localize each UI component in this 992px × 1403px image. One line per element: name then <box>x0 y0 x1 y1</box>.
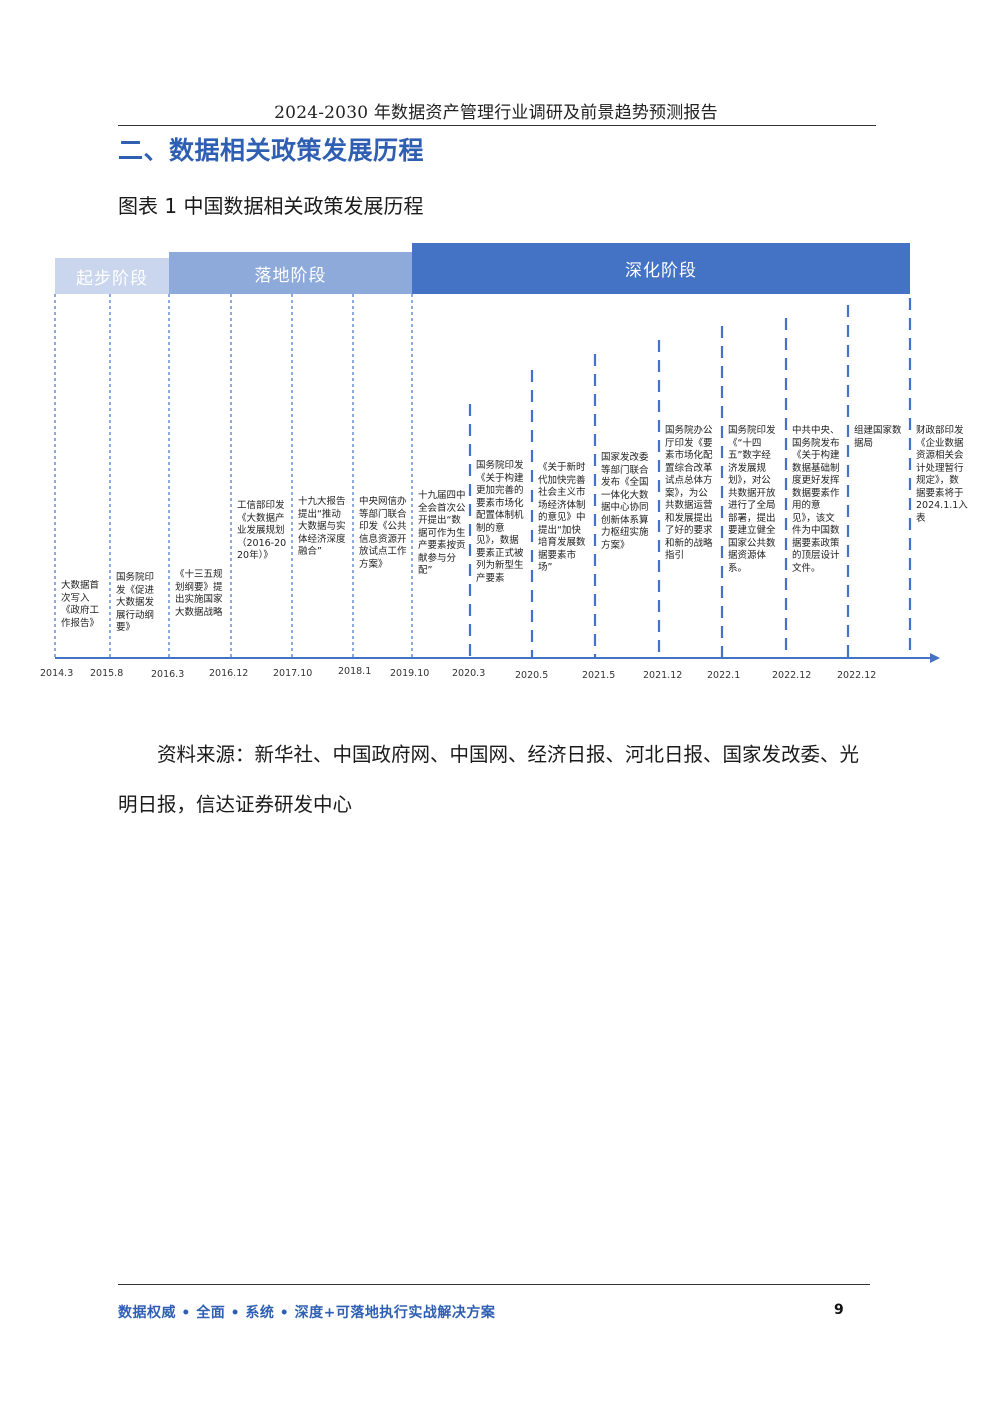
section-title: 二、数据相关政策发展历程 <box>118 136 425 165</box>
timeline-date-label: 2021.12 <box>643 670 683 681</box>
timeline-event-text: 中央网信办等部门联合印发《公共信息资源开放试点工作方案》 <box>359 496 407 570</box>
timeline-event-text: 国家发改委等部门联合发布《全国一体化大数据中心协同创新体系算力枢纽实施方案》 <box>601 452 649 551</box>
timeline-event-text: 财政部印发《企业数据资源相关会计处理暂行规定》，数据要素将于2024.1.1入表 <box>916 425 968 524</box>
phase-label: 起步阶段 <box>76 268 148 289</box>
footer-slogan: 数据权威 • 全面 • 系统 • 深度+可落地执行实战解决方案 <box>118 1305 496 1321</box>
timeline-date-label: 2018.1 <box>338 666 372 677</box>
timeline-event-text: 国务院印发《“十四五”数字经济发展规划》，对公共数据开放进行了全局部署，提出要建… <box>728 425 776 574</box>
header-divider <box>118 125 876 126</box>
timeline-event-text: 《关于新时代加快完善社会主义市场经济体制的意见》中提出“加快培育发展数据要素市场… <box>538 462 586 573</box>
timeline-date-label: 2022.1 <box>707 670 741 681</box>
timeline-event-text: 组建国家数据局 <box>854 425 902 449</box>
timeline-date-label: 2016.12 <box>209 668 249 679</box>
timeline-axis-graphic <box>54 294 940 663</box>
timeline-date-label: 2017.10 <box>273 668 313 679</box>
footer-divider <box>118 1284 870 1285</box>
timeline-event-text: 大数据首次写入《政府工作报告》 <box>61 580 100 629</box>
timeline-event-text: 《十三五规划纲要》提出实施国家大数据战略 <box>175 569 223 618</box>
phase-label: 深化阶段 <box>625 261 697 281</box>
phase-banner-startup: 起步阶段 <box>55 258 169 294</box>
timeline-event-text: 中共中央、国务院发布《关于构建数据基础制度更好发挥数据要素作用的意见》，该文件为… <box>792 425 840 574</box>
timeline-date-label: 2016.3 <box>151 669 185 680</box>
timeline-date-label: 2022.12 <box>772 670 812 681</box>
timeline-arrow-icon <box>930 653 940 663</box>
timeline-event-text: 国务院印发《关于构建更加完善的要素市场化配置体制机制的意见》，数据要素正式被列为… <box>476 460 524 584</box>
figure-caption: 图表 1 中国数据相关政策发展历程 <box>118 194 424 218</box>
timeline-date-label: 2014.3 <box>40 668 74 679</box>
timeline-event-text: 工信部印发《大数据产业发展规划（2016-2020年）》 <box>237 500 287 561</box>
phase-label: 落地阶段 <box>254 265 327 286</box>
document-header-title: 2024-2030 年数据资产管理行业调研及前景趋势预测报告 <box>274 103 718 123</box>
timeline-event-text: 国务院办公厅印发《要素市场化配置综合改革试点总体方案》，为公共数据运营和发展提出… <box>665 425 713 561</box>
timeline-event-text: 十九届四中全会首次公开提出“数据可作为生产要素按贡献参与分配” <box>418 490 466 576</box>
timeline-date-label: 2020.5 <box>515 670 549 681</box>
page-number: 9 <box>834 1302 844 1318</box>
timeline-date-label: 2020.3 <box>452 668 486 679</box>
timeline-date-label: 2015.8 <box>90 668 124 679</box>
timeline-date-label: 2021.5 <box>582 670 616 681</box>
timeline-date-label: 2022.12 <box>837 670 877 681</box>
phase-banner-landing: 落地阶段 <box>169 252 412 294</box>
timeline-date-label: 2019.10 <box>390 668 430 679</box>
timeline-event-text: 十九大报告提出“推动大数据与实体经济深度融合” <box>298 496 346 557</box>
timeline-event-text: 国务院印发《促进大数据发展行动纲要》 <box>116 572 155 633</box>
source-note: 资料来源：新华社、中国政府网、中国网、经济日报、河北日报、国家发改委、光明日报，… <box>118 743 860 816</box>
phase-banner-deepening: 深化阶段 <box>412 243 910 294</box>
